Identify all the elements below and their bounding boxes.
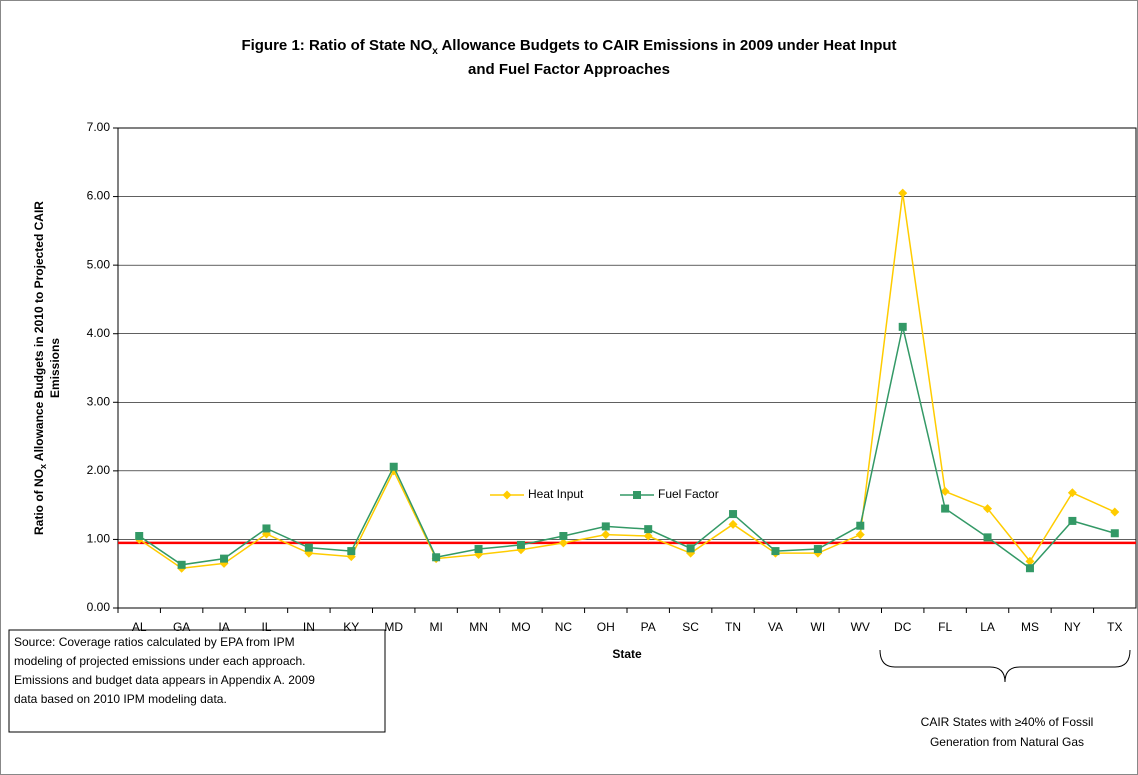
x-axis-title: State [612,647,642,661]
x-tick-label: DC [894,620,912,634]
point [644,525,653,534]
y-tick-label: 4.00 [87,326,111,340]
x-tick-label: MD [384,620,403,634]
x-tick-label: IA [218,620,229,634]
point [347,547,356,556]
point [601,530,611,540]
source-text: Source: Coverage ratios calculated by EP… [14,635,295,649]
point [729,510,738,519]
point [135,532,144,540]
x-tick-label: IL [261,620,271,634]
chart-title: and Fuel Factor Approaches [468,61,670,78]
y-tick-label: 7.00 [87,120,111,134]
source-text: data based on 2010 IPM modeling data. [14,692,227,706]
x-tick-label: NC [555,620,573,634]
x-tick-label: MI [429,620,442,634]
chart-title: Figure 1: Ratio of State NOx Allowance B… [241,37,896,57]
y-axis-title-line: Ratio of NOx Allowance Budgets in 2010 t… [32,201,48,535]
point [177,560,186,569]
x-tick-label: FL [938,620,952,634]
point [516,540,525,549]
x-tick-label: IN [303,620,315,634]
point [432,553,441,562]
x-tick-label: KY [343,620,359,634]
x-tick-label: OH [597,620,615,634]
point [941,504,950,513]
point [559,532,568,540]
legend-marker [502,490,512,500]
point [1068,516,1077,525]
point [1025,556,1035,566]
x-tick-label: WV [851,620,870,634]
bracket-note: Generation from Natural Gas [930,735,1084,749]
series-line [138,193,1116,570]
y-tick-label: 3.00 [87,394,111,408]
source-text: Emissions and budget data appears in App… [14,673,315,687]
point [813,545,822,554]
point [389,462,398,471]
point [558,538,568,548]
y-axis-title: Ratio of NOx Allowance Budgets in 2010 t… [32,201,62,535]
x-tick-label: MO [511,620,530,634]
y-tick-label: 5.00 [87,257,111,271]
point [262,524,271,533]
x-tick-label: MS [1021,620,1039,634]
point [898,322,907,331]
x-tick-label: SC [682,620,699,634]
point [1067,488,1077,498]
series-line [138,326,1115,570]
point [983,504,993,514]
y-tick-label: 2.00 [87,463,111,477]
point [983,533,992,542]
x-tick-label: VA [768,620,783,634]
point [643,531,653,541]
x-tick-label: NY [1064,620,1081,634]
x-tick-label: WI [811,620,826,634]
point [728,519,738,529]
point [771,547,780,556]
point [898,188,908,198]
point [474,545,483,554]
point [304,543,313,552]
point [855,530,865,540]
bracket-note: CAIR States with ≥40% of Fossil [921,715,1094,729]
point [940,486,950,496]
y-axis-title-line: Emissions [48,338,62,398]
x-tick-label: TN [725,620,741,634]
point [1110,529,1119,538]
x-tick-label: MN [469,620,488,634]
y-tick-label: 0.00 [87,600,111,614]
point [686,544,695,553]
point [601,522,610,531]
source-box [8,629,386,733]
point [1110,507,1120,517]
bracket [879,649,1131,683]
point [220,554,229,563]
y-tick-label: 6.00 [87,189,111,203]
x-tick-label: PA [641,620,656,634]
x-tick-label: TX [1107,620,1122,634]
x-tick-label: LA [980,620,995,634]
legend-label: Fuel Factor [658,487,719,501]
point [856,521,865,530]
point [1025,564,1034,573]
x-tick-label: GA [173,620,190,634]
legend-label: Heat Input [528,487,584,501]
source-text: modeling of projected emissions under ea… [14,654,306,668]
legend-marker [633,491,641,499]
x-tick-label: AL [132,620,147,634]
y-tick-label: 1.00 [87,532,111,546]
